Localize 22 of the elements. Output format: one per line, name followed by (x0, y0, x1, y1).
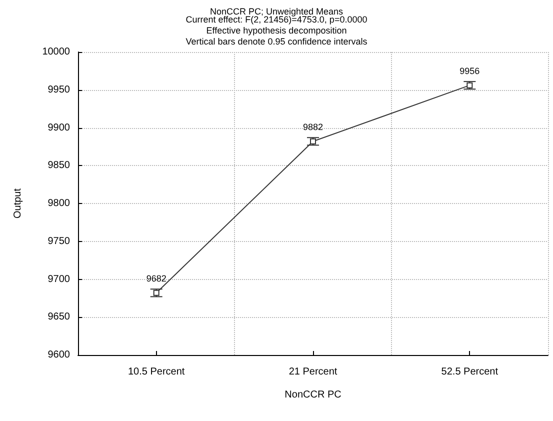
data-label: 9682 (146, 273, 166, 284)
data-label: 9956 (460, 66, 480, 76)
point (153, 290, 160, 296)
y-tick-label: 9800 (48, 198, 70, 209)
y-tick-label: 9850 (48, 160, 70, 172)
y-tick-label: 9700 (48, 274, 70, 285)
y-tick-label: 10000 (42, 46, 70, 58)
point (466, 82, 473, 88)
y-tick-label: 9750 (48, 236, 70, 247)
chart-title: NonCCR PC; Unweighted Means (210, 6, 344, 16)
y-tick-label: 9950 (48, 84, 70, 96)
y-axis-title: Output (12, 188, 24, 219)
x-tick-label: 21 Percent (288, 366, 338, 378)
x-axis-title: NonCCR PC (284, 390, 342, 400)
x-tick-label: 52.5 Percent (441, 366, 498, 378)
y-tick-label: 9900 (48, 122, 70, 134)
point (310, 138, 316, 144)
y-tick-label: 9600 (48, 350, 70, 360)
data-label: 9882 (302, 122, 324, 132)
x-tick-label: 10.5 Percent (128, 366, 185, 378)
chart-subtitle: Current effect: F(2, 21456)=4753.0, p=0.0000 Effective hypothesis decomposition Vertical bars denote 0.95 confidence intervals (186, 14, 368, 46)
y-tick-label: 9650 (48, 312, 70, 323)
